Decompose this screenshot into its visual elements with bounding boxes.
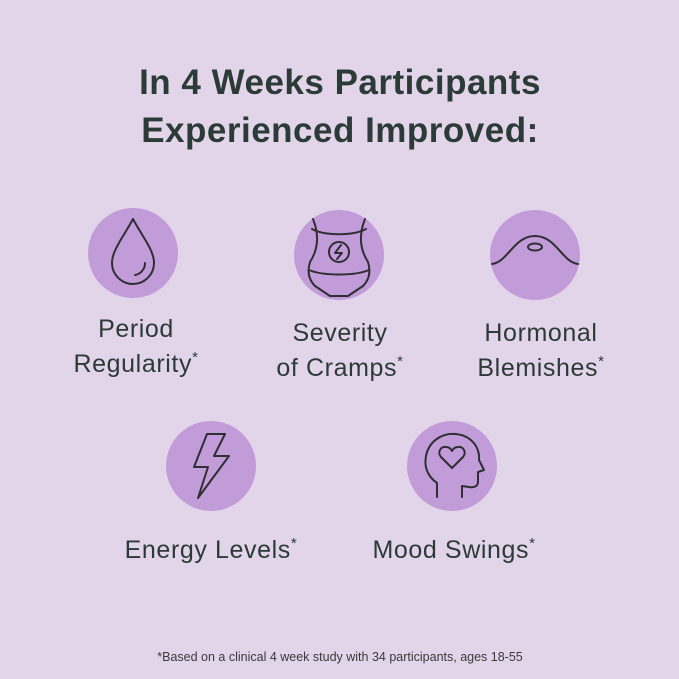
label-text: Regularity [74, 350, 193, 378]
label-text: of Cramps [276, 354, 397, 382]
item-label: of Cramps* [276, 353, 403, 382]
asterisk: * [291, 535, 297, 552]
asterisk: * [397, 353, 403, 370]
icon-drop [88, 208, 178, 298]
label-text: Period [98, 315, 174, 343]
item-label: Severity [292, 319, 387, 347]
footnote: *Based on a clinical 4 week study with 3… [157, 650, 523, 664]
icon-mood [407, 421, 497, 511]
item-label: Blemishes* [477, 353, 604, 382]
icon-torso [294, 210, 384, 300]
item-label: Hormonal [484, 319, 597, 347]
asterisk: * [529, 535, 535, 552]
label-text: Mood Swings [372, 536, 529, 564]
item-label: Mood Swings* [372, 535, 535, 564]
label-text: Energy Levels [125, 536, 291, 564]
title-line: Experienced Improved: [141, 111, 539, 150]
label-text: Severity [292, 319, 387, 347]
icon-energy [166, 421, 256, 511]
icon-blemish [490, 210, 580, 300]
item-label: Period [98, 315, 174, 343]
asterisk: * [598, 353, 604, 370]
item-label: Regularity* [74, 349, 199, 378]
title-line: In 4 Weeks Participants [139, 63, 541, 102]
label-text: Blemishes [477, 354, 598, 382]
asterisk: * [192, 349, 198, 366]
label-text: Hormonal [484, 319, 597, 347]
item-label: Energy Levels* [125, 535, 298, 564]
